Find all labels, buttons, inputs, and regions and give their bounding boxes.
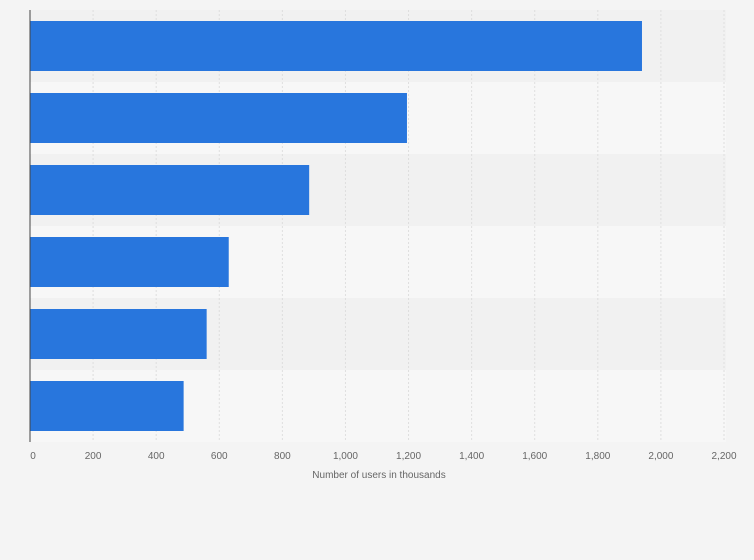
x-axis-ticks: 0 200 400 600 800 1,000 1,200 1,400 1,600 1,800 2,… [30, 451, 737, 462]
x-tick-label: 0 [30, 451, 36, 462]
x-tick-label: 2,200 [711, 451, 736, 462]
x-tick-label: 200 [85, 451, 102, 462]
x-tick-label: 600 [211, 451, 228, 462]
bars [30, 21, 642, 431]
x-tick-label: 1,600 [522, 451, 547, 462]
bar[interactable] [30, 381, 184, 431]
x-tick-label: 1,800 [585, 451, 610, 462]
x-tick-label: 400 [148, 451, 165, 462]
x-axis-label: Number of users in thousands [312, 470, 445, 481]
x-tick-label: 2,000 [648, 451, 673, 462]
bar[interactable] [30, 309, 207, 359]
row-bands [30, 10, 726, 442]
gridlines [92, 10, 725, 442]
x-tick-label: 1,200 [396, 451, 421, 462]
bar[interactable] [30, 165, 310, 215]
x-tick-label: 1,400 [459, 451, 484, 462]
bar[interactable] [30, 93, 407, 143]
x-tick-label: 1,000 [333, 451, 358, 462]
bar[interactable] [30, 237, 229, 287]
bar[interactable] [30, 21, 642, 71]
x-tick-label: 800 [274, 451, 291, 462]
